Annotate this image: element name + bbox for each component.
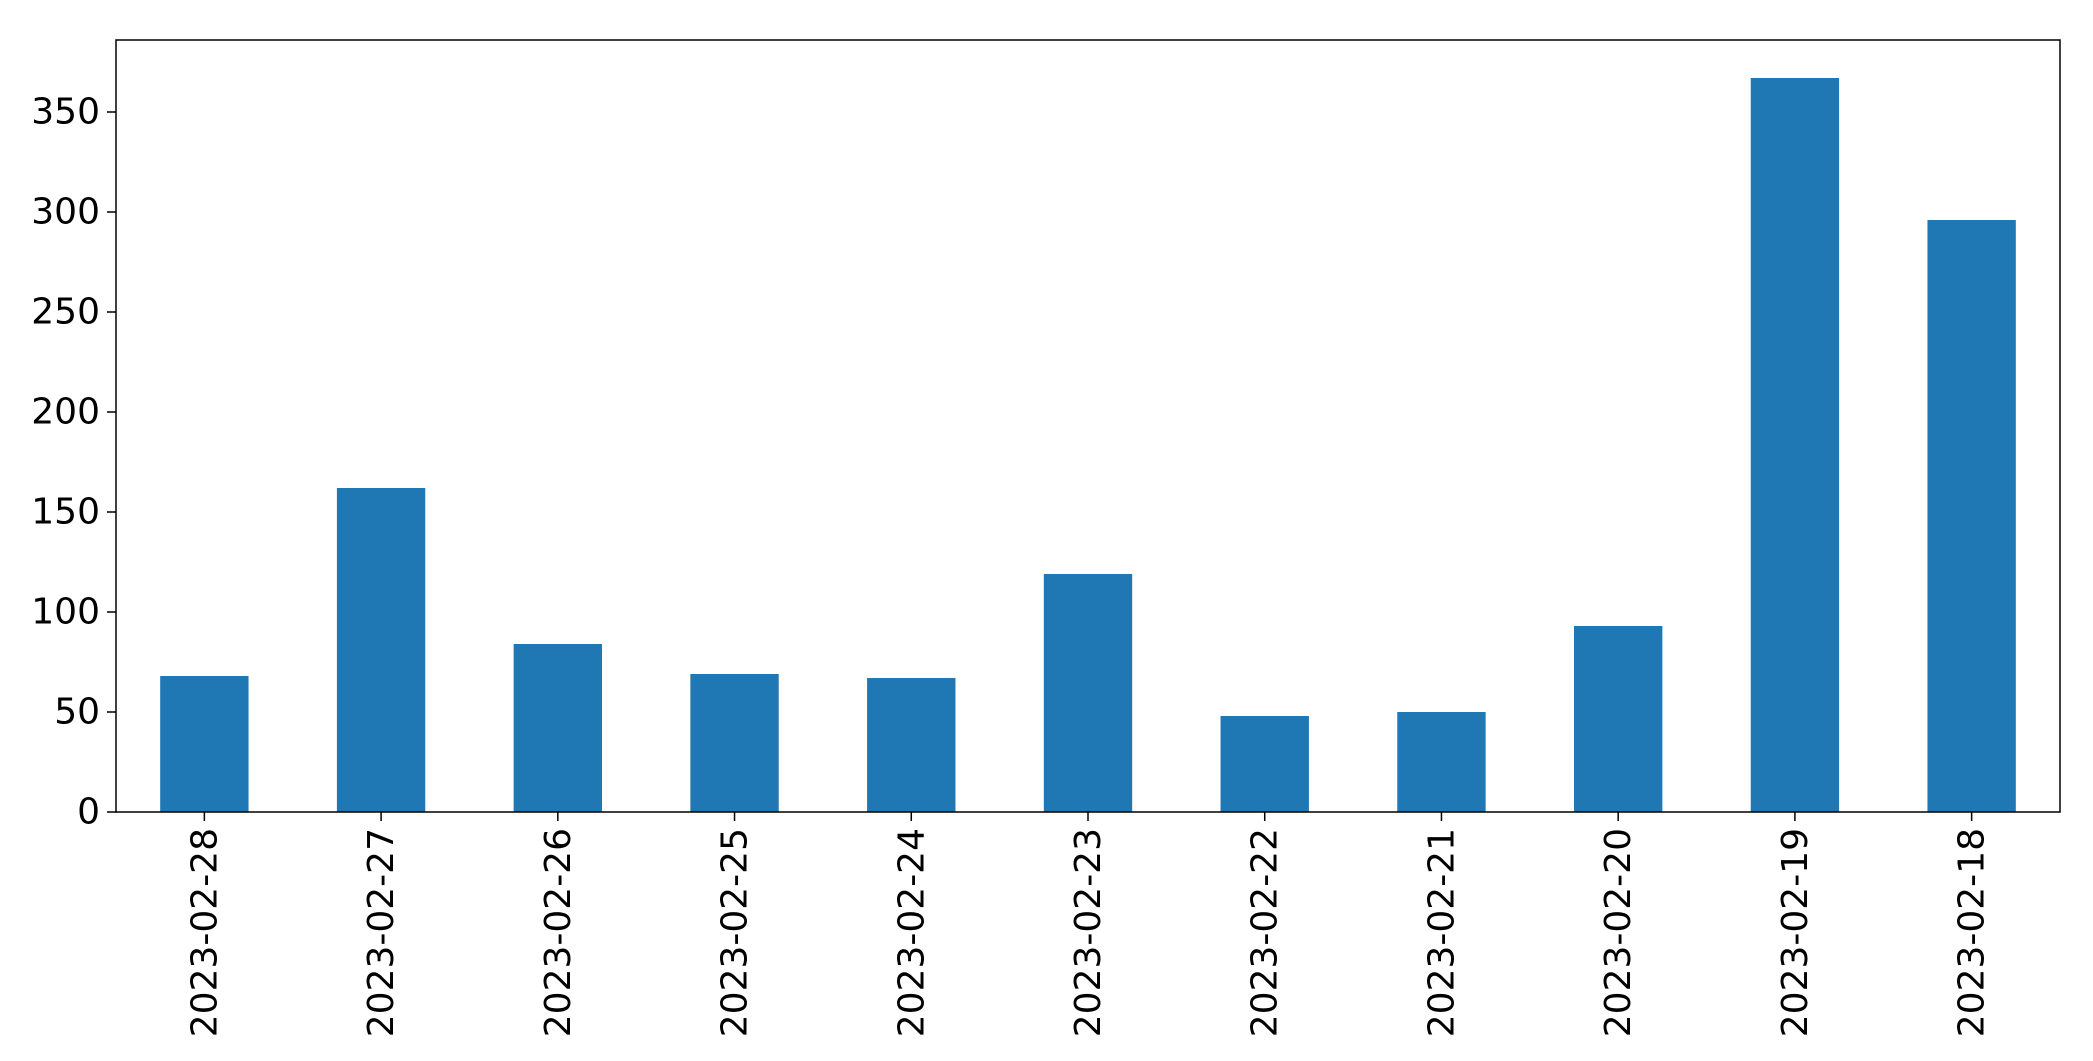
bar-2023-02-23 [1043,574,1133,812]
bar-2023-02-18 [1927,220,2016,812]
x-tick-label: 2023-02-28 [184,828,225,1037]
bar-2023-02-21 [1397,712,1486,812]
y-tick-label: 0 [77,792,100,833]
x-tick-label: 2023-02-23 [1068,828,1109,1037]
x-tick-label: 2023-02-19 [1775,828,1816,1037]
x-tick-label: 2023-02-22 [1245,828,1286,1037]
bar-2023-02-25 [690,674,779,812]
y-tick-label: 350 [31,92,100,133]
bar-2023-02-19 [1750,78,1840,812]
bar-2023-02-27 [336,488,426,812]
y-tick-label: 200 [31,392,100,433]
y-tick-label: 50 [54,692,100,733]
x-tick-label: 2023-02-18 [1952,828,1993,1037]
x-tick-label: 2023-02-24 [891,828,932,1037]
y-tick-label: 250 [31,292,100,333]
bar-2023-02-20 [1574,626,1663,812]
y-tick-label: 100 [31,592,100,633]
y-axis: 0 50 100 150 200 250 300 350 [31,92,116,833]
bars-layer [160,78,2016,812]
x-tick-label: 2023-02-26 [538,828,579,1037]
y-tick-label: 300 [31,192,100,233]
bar-2023-02-22 [1220,716,1309,812]
x-tick-label: 2023-02-25 [715,828,756,1037]
x-tick-label: 2023-02-20 [1598,828,1639,1037]
y-tick-label: 150 [31,492,100,533]
x-tick-label: 2023-02-21 [1421,828,1462,1037]
bar-2023-02-26 [513,644,602,812]
x-tick-label: 2023-02-27 [361,828,402,1037]
bar-2023-02-24 [867,678,956,812]
plot-frame [115,39,2061,813]
bar-2023-02-28 [160,676,249,812]
x-axis: 2023-02-28 2023-02-27 2023-02-26 2023-02-25… [184,812,1993,1037]
